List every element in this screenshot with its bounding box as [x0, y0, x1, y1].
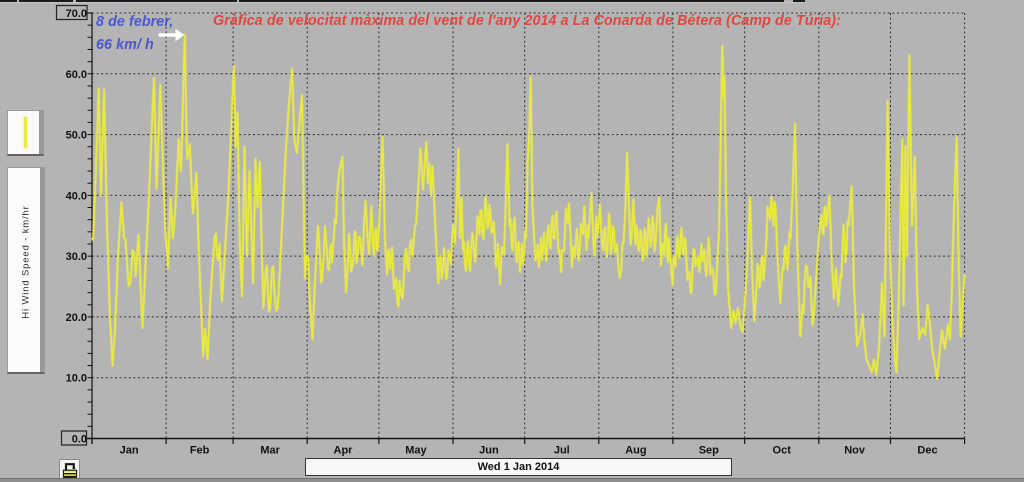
svg-text:Aug: Aug [625, 445, 646, 457]
svg-text:10.0: 10.0 [66, 373, 87, 385]
svg-text:Feb: Feb [190, 445, 210, 457]
svg-text:Jul: Jul [554, 445, 570, 457]
svg-text:Sep: Sep [699, 445, 719, 457]
svg-text:40.0: 40.0 [66, 190, 87, 202]
svg-text:May: May [405, 445, 427, 457]
svg-text:Mar: Mar [260, 445, 280, 457]
svg-text:50.0: 50.0 [66, 130, 87, 142]
svg-text:Nov: Nov [844, 445, 866, 457]
svg-text:Jan: Jan [120, 445, 139, 457]
svg-text:60.0: 60.0 [66, 69, 87, 81]
svg-text:70.0: 70.0 [66, 8, 87, 20]
svg-text:Oct: Oct [773, 445, 792, 457]
svg-text:0.0: 0.0 [72, 434, 87, 446]
svg-text:Apr: Apr [334, 445, 354, 457]
svg-text:20.0: 20.0 [66, 312, 87, 324]
svg-text:Dec: Dec [917, 445, 937, 457]
svg-text:Jun: Jun [479, 445, 499, 457]
svg-text:30.0: 30.0 [66, 251, 87, 263]
